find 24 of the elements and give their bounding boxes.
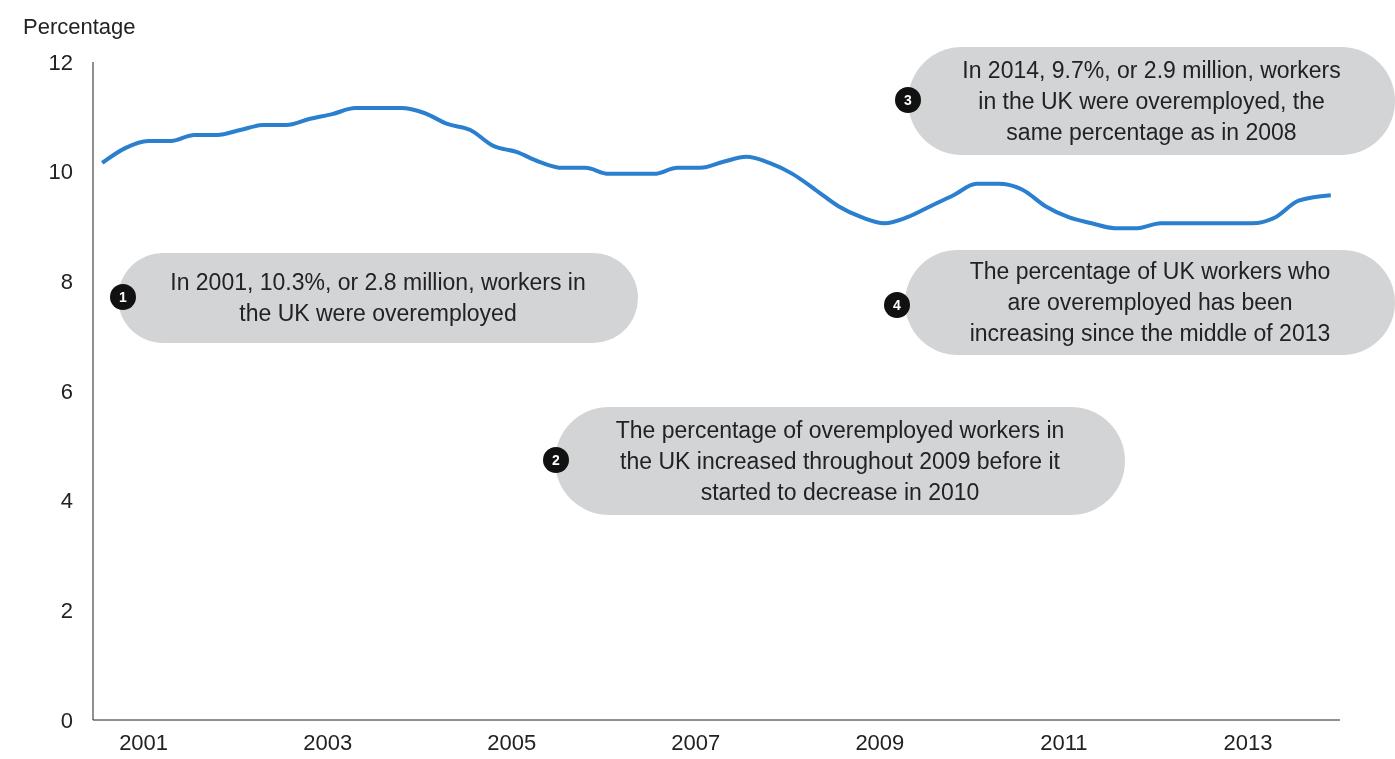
y-tick-label: 0 xyxy=(60,707,73,733)
number-badge-icon: 2 xyxy=(543,447,569,473)
annotation: In 2014, 9.7%, or 2.9 million, workers in the UK were overemployed, the same percentage as in 2008 xyxy=(961,55,1342,147)
x-tick-label: 2009 xyxy=(855,729,905,755)
y-tick-label: 12 xyxy=(48,49,73,75)
y-tick-label: 8 xyxy=(60,269,73,295)
x-tick-label: 2005 xyxy=(487,729,537,755)
x-tick-label: 2007 xyxy=(671,729,721,755)
x-tick-label: 2003 xyxy=(303,729,353,755)
x-tick-label: 2013 xyxy=(1223,729,1273,755)
annotation: The percentage of overemployed workers in the UK increased throughout 2009 before it started to decrease in 2010 xyxy=(614,415,1066,507)
callout-box: The percentage of UK workers who are overemployed has been increasing since the middle of 2013 xyxy=(905,250,1395,355)
annotation: The percentage of UK workers who are overemployed has been increasing since the middle of 2013 xyxy=(968,257,1332,348)
y-tick-label: 10 xyxy=(48,159,73,185)
y-tick-label: 2 xyxy=(60,598,73,624)
y-axis-title: Percentage xyxy=(23,14,136,40)
number-badge-icon: 3 xyxy=(895,87,921,113)
number-badge-icon: 1 xyxy=(110,284,136,310)
x-tick-label: 2011 xyxy=(1040,729,1088,755)
annotation: In 2001, 10.3%, or 2.8 million, workers in the UK were overemployed xyxy=(169,268,587,328)
y-tick-label: 4 xyxy=(60,488,73,514)
y-tick-label: 6 xyxy=(60,378,73,404)
x-tick-label: 2001 xyxy=(119,729,169,755)
number-badge-icon: 4 xyxy=(884,292,910,318)
